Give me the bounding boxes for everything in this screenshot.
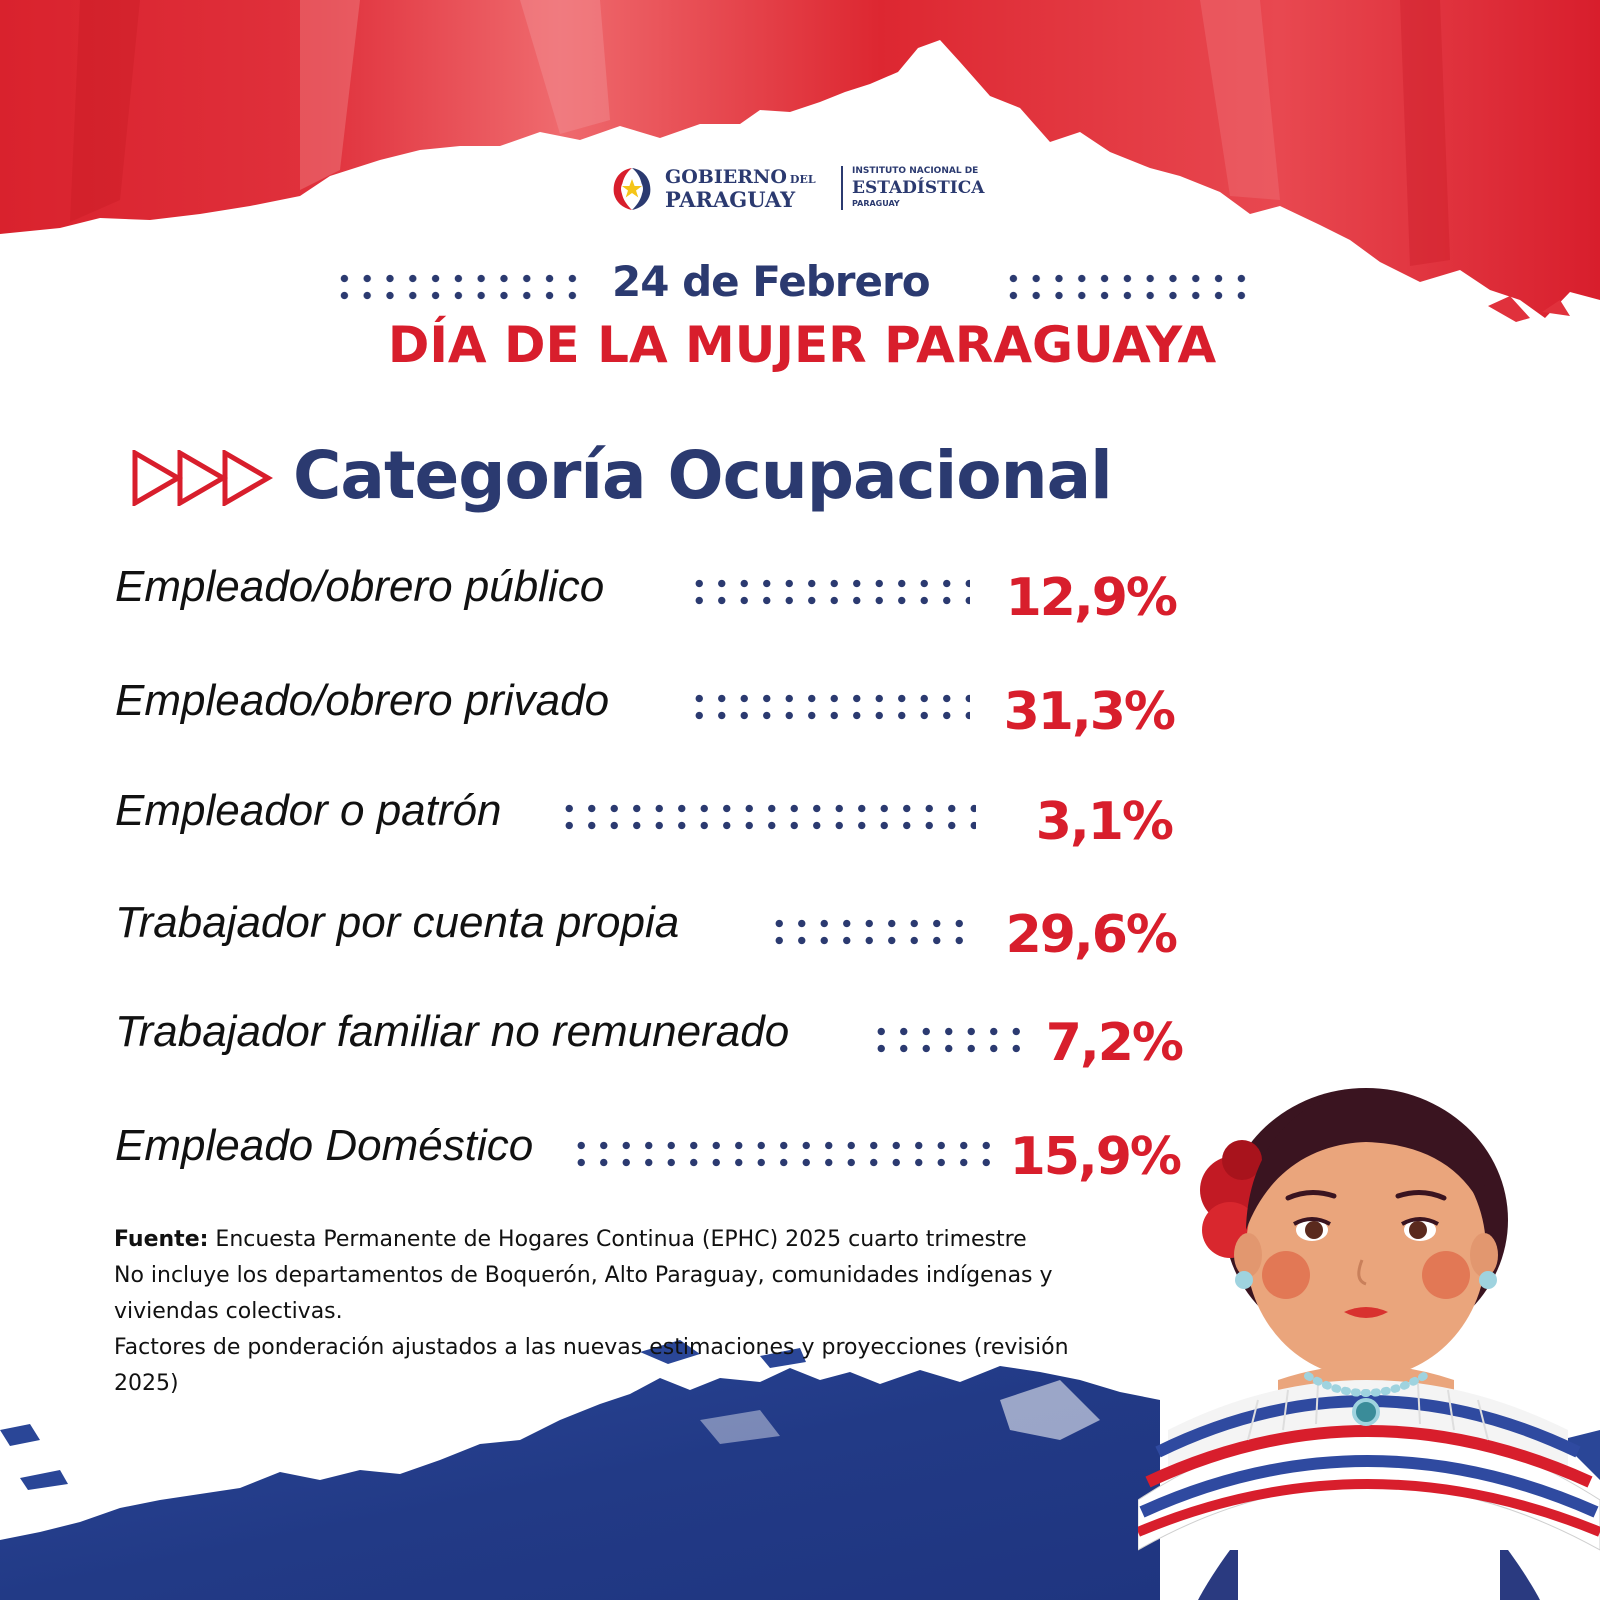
logo-divider xyxy=(841,166,843,210)
triple-arrow-icon xyxy=(132,450,273,506)
row-dots xyxy=(558,800,976,834)
date-dots-right xyxy=(1002,270,1260,304)
row-label-privado: Empleado/obrero privado xyxy=(115,676,610,725)
row-value-cuenta-propia: 29,6% xyxy=(1005,905,1178,965)
paraguayan-woman-illustration xyxy=(1138,1088,1600,1600)
government-logo: GOBIERNO DEL PARAGUAY INSTITUTO NACIONAL … xyxy=(608,160,1008,216)
logo-ine-paraguay: PARAGUAY xyxy=(852,199,900,208)
logo-paraguay: PARAGUAY xyxy=(665,187,796,212)
row-dots xyxy=(688,690,970,724)
date-title: 24 de Febrero xyxy=(612,257,931,306)
row-value-publico: 12,9% xyxy=(1005,568,1178,628)
logo-gobierno: GOBIERNO DEL xyxy=(665,166,816,188)
row-dots xyxy=(768,915,970,949)
row-dots xyxy=(688,575,970,609)
row-value-privado: 31,3% xyxy=(1003,682,1176,742)
date-dots-left xyxy=(333,270,591,304)
row-label-familiar: Trabajador familiar no remunerado xyxy=(115,1007,790,1056)
row-value-patron: 3,1% xyxy=(1035,792,1174,852)
row-value-domestico: 15,9% xyxy=(1009,1127,1182,1187)
row-label-publico: Empleado/obrero público xyxy=(115,562,605,611)
row-value-familiar: 7,2% xyxy=(1045,1013,1184,1073)
logo-estadistica: ESTADÍSTICA xyxy=(852,178,985,198)
source-label: Fuente: xyxy=(114,1227,209,1252)
row-dots xyxy=(570,1137,1002,1171)
source-note-2: Factores de ponderación ajustados a las … xyxy=(114,1335,1069,1396)
row-label-domestico: Empleado Doméstico xyxy=(115,1121,534,1170)
row-label-cuenta-propia: Trabajador por cuenta propia xyxy=(115,898,680,947)
logo-instituto: INSTITUTO NACIONAL DE xyxy=(852,166,979,176)
page-title: DÍA DE LA MUJER PARAGUAYA xyxy=(387,316,1217,374)
source-text: Encuesta Permanente de Hogares Continua … xyxy=(215,1227,1027,1252)
row-dots xyxy=(870,1023,1028,1057)
section-title: Categoría Ocupacional xyxy=(293,437,1113,514)
row-label-patron: Empleador o patrón xyxy=(115,786,502,835)
source-note-1: No incluye los departamentos de Boquerón… xyxy=(114,1263,1053,1324)
source-line: Fuente: Encuesta Permanente de Hogares C… xyxy=(114,1222,1204,1258)
paraguay-seal-icon xyxy=(613,168,651,210)
source-note: Fuente: Encuesta Permanente de Hogares C… xyxy=(114,1222,1204,1402)
